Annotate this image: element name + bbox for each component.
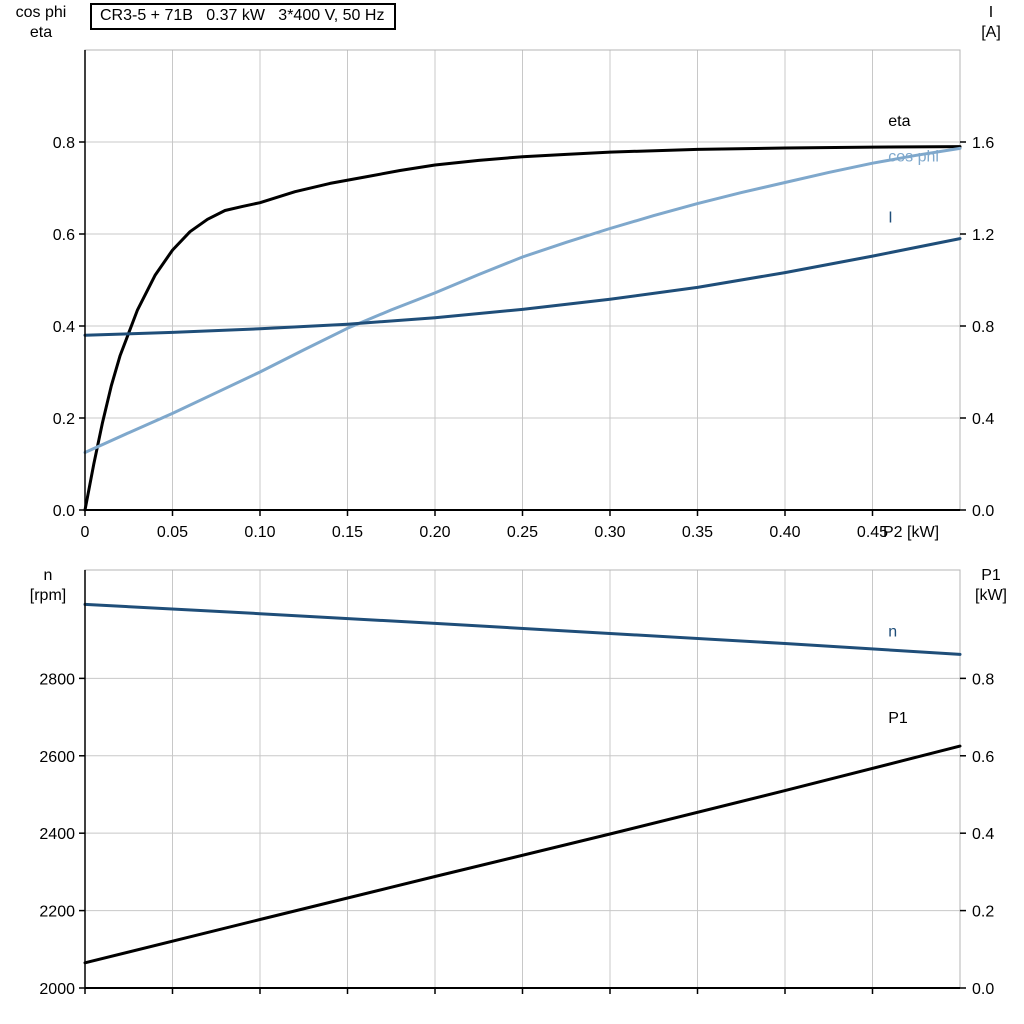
- y-tick-label-left: 0.4: [53, 319, 75, 336]
- x-tick-label: 0.05: [157, 524, 188, 541]
- y-tick-label-right: 0.4: [972, 826, 994, 843]
- bottom-chart-right-axis-title: P1 [kW]: [963, 566, 1019, 606]
- y-tick-label-right: 0.2: [972, 904, 994, 921]
- y-tick-label-left: 0.6: [53, 227, 75, 244]
- x-tick-label: 0.20: [419, 524, 450, 541]
- right-axis-title-line2: [A]: [981, 24, 1001, 41]
- x-tick-label: 0.35: [682, 524, 713, 541]
- y-tick-label-right: 0.8: [972, 319, 994, 336]
- bottom-chart-left-axis-title: n [rpm]: [18, 566, 78, 606]
- series-label-p1: P1: [888, 710, 908, 727]
- x-tick-label: 0.30: [594, 524, 625, 541]
- chart-1: n P1 2000 2200 2400 2600 2800 0.0 0.2 0.4 0.6 0.8: [39, 569, 994, 998]
- right-axis-title-line2: [kW]: [975, 587, 1007, 604]
- y-tick-label-left: 0.8: [53, 135, 75, 152]
- y-tick-label-left: 2200: [39, 904, 75, 921]
- y-tick-label-right: 1.2: [972, 227, 994, 244]
- y-tick-label-left: 2400: [39, 826, 75, 843]
- chart-0: eta cos phi I 0 0.05 0.10 0.15 0.20 0.25 0.30 0.35…: [53, 49, 994, 541]
- top-chart-left-axis-title: cos phi eta: [2, 3, 80, 43]
- series-label-i: I: [888, 210, 892, 227]
- x-tick-label: 0.40: [769, 524, 800, 541]
- right-axis-title-line1: I: [988, 4, 994, 21]
- y-tick-label-right: 0.0: [972, 503, 994, 520]
- right-axis-title-line1: P1: [981, 567, 1001, 584]
- y-tick-label-left: 0.0: [53, 503, 75, 520]
- left-axis-title-line1: n: [43, 567, 53, 584]
- y-tick-label-right: 0.0: [972, 981, 994, 998]
- series-curve-i: [83, 237, 962, 337]
- chart-title-box: CR3-5 + 71B 0.37 kW 3*400 V, 50 Hz: [90, 3, 397, 30]
- x-tick-label: 0: [81, 524, 90, 541]
- x-tick-label: 0.25: [507, 524, 538, 541]
- y-tick-label-left: 2000: [39, 981, 75, 998]
- y-tick-label-right: 1.6: [972, 135, 994, 152]
- left-axis-title-line2: eta: [29, 24, 53, 41]
- y-tick-label-left: 0.2: [53, 411, 75, 428]
- series-curve-eta: [83, 145, 962, 512]
- left-axis-title-line2: [rpm]: [29, 587, 67, 604]
- series-curve-n: [83, 602, 962, 656]
- y-tick-label-left: 2800: [39, 671, 75, 688]
- y-tick-label-right: 0.4: [972, 411, 994, 428]
- y-tick-label-right: 0.6: [972, 749, 994, 766]
- x-tick-label: 0.45: [857, 524, 888, 541]
- y-tick-label-left: 2600: [39, 749, 75, 766]
- series-label-n: n: [888, 624, 897, 641]
- y-tick-label-right: 0.8: [972, 671, 994, 688]
- series-label-cos-phi: cos phi: [888, 148, 939, 165]
- series-curve-p1: [83, 744, 962, 965]
- x-tick-label: 0.15: [332, 524, 363, 541]
- top-chart-right-axis-title: I [A]: [965, 3, 1017, 43]
- x-tick-label: 0.10: [244, 524, 275, 541]
- series-label-eta: eta: [888, 113, 910, 130]
- chart-title: CR3-5 + 71B 0.37 kW 3*400 V, 50 Hz: [100, 7, 385, 24]
- left-axis-title-line1: cos phi: [15, 4, 67, 21]
- x-axis-label: P2 [kW]: [883, 524, 939, 541]
- series-curve-cos-phi: [83, 146, 962, 454]
